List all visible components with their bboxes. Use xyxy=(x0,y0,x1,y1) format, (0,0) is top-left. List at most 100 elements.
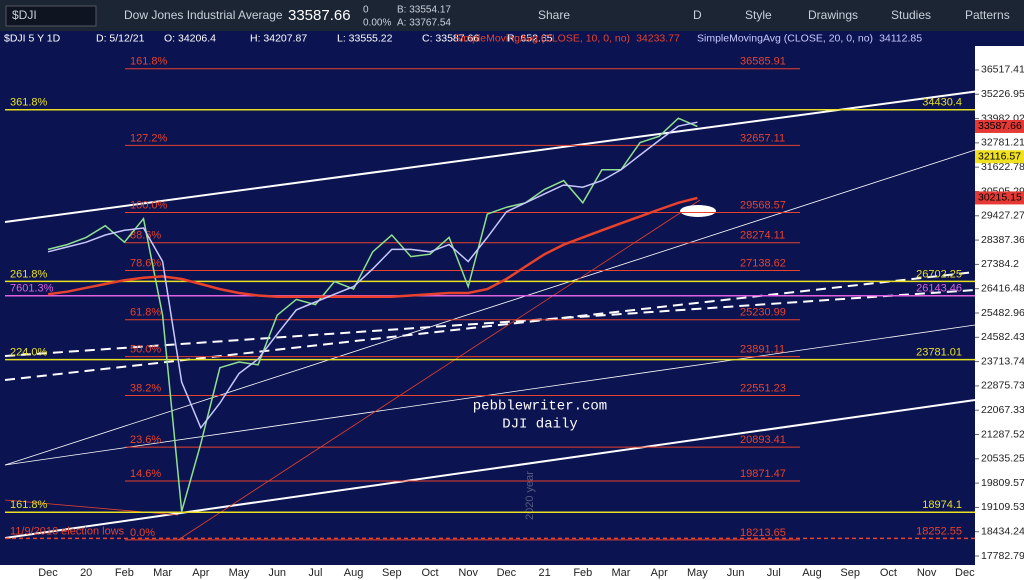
legend-entry: SimpleMovingAvg (CLOSE, 20, 0, no) xyxy=(697,32,873,44)
symbol-box[interactable] xyxy=(5,5,97,27)
trendline xyxy=(4,149,976,466)
info-item: H: 34207.87 xyxy=(250,32,307,44)
x-tick-label: May xyxy=(229,567,250,579)
x-tick-label: Apr xyxy=(192,567,209,579)
x-tick-label: Aug xyxy=(802,567,822,579)
legend-value: 34233.77 xyxy=(636,32,680,44)
x-tick-label: Jul xyxy=(767,567,781,579)
symbol[interactable]: $DJI xyxy=(12,8,37,22)
x-tick-label: Oct xyxy=(421,567,438,579)
x-tick-label: Mar xyxy=(612,567,631,579)
x-tick-label: Oct xyxy=(880,567,897,579)
x-tick-label: Sep xyxy=(382,567,402,579)
x-tick-label: Feb xyxy=(115,567,134,579)
x-tick-label: Nov xyxy=(917,567,937,579)
change-pct: 0.00% xyxy=(363,18,391,29)
y-tick-label: 19809.57 xyxy=(981,477,1024,489)
legend-value: 34112.85 xyxy=(879,32,922,44)
x-axis-bg xyxy=(0,565,1024,580)
x-tick-label: Dec xyxy=(955,567,975,579)
fib-value: 19871.47 xyxy=(740,468,786,480)
fib-value: 25230.99 xyxy=(740,307,786,319)
key-level-label: 261.8% xyxy=(10,268,48,280)
y-tick-label: 19109.53 xyxy=(981,501,1024,513)
x-tick-label: Jul xyxy=(308,567,322,579)
info-item: R: 652.65 xyxy=(507,32,553,44)
fib-value: 20893.41 xyxy=(740,434,786,446)
price-tag xyxy=(975,119,1024,133)
share-button[interactable]: Share xyxy=(538,8,570,22)
period-button[interactable]: D xyxy=(693,8,702,22)
trendline xyxy=(4,324,976,466)
price-tag xyxy=(975,191,1024,205)
instrument-name: Dow Jones Industrial Average xyxy=(124,8,283,22)
key-level-value: 26143.46 xyxy=(916,283,962,295)
series-line xyxy=(47,121,698,430)
x-tick-label: Sep xyxy=(840,567,860,579)
style-button[interactable]: Style xyxy=(745,8,772,22)
key-level-value: 18974.1 xyxy=(922,499,962,511)
price-tag xyxy=(975,150,1024,164)
fib-pct: 14.6% xyxy=(130,468,161,480)
fib-pct: 127.2% xyxy=(130,132,168,144)
y-tick-label: 28387.36 xyxy=(981,234,1024,246)
price-tag-label: 30215.15 xyxy=(978,192,1022,204)
y-tick-label: 29427.27 xyxy=(981,210,1024,222)
drawings-button[interactable]: Drawings xyxy=(808,8,858,22)
watermark: DJI daily xyxy=(502,417,578,433)
year-marker: 2020 year xyxy=(524,471,536,520)
y-tick-label: 25482.96 xyxy=(981,307,1024,319)
key-level-value: 34430.4 xyxy=(922,97,962,109)
x-tick-label: Dec xyxy=(38,567,58,579)
patterns-button[interactable]: Patterns xyxy=(965,8,1010,22)
price-tag-label: 33587.66 xyxy=(978,120,1022,132)
fib-value: 28274.11 xyxy=(740,230,785,242)
y-tick-label: 21287.52 xyxy=(981,428,1024,440)
fib-pct: 61.8% xyxy=(130,307,161,319)
y-tick-label: 18434.24 xyxy=(981,525,1024,537)
key-level-label: 224.0% xyxy=(10,347,48,359)
fib-pct: 50.0% xyxy=(130,343,161,355)
x-tick-label: Feb xyxy=(573,567,592,579)
info-item: D: 5/12/21 xyxy=(96,32,145,44)
key-level-label: 11/9/2016 election lows xyxy=(10,525,125,537)
key-level-value: 26702.25 xyxy=(916,268,962,280)
info-item: L: 33555.22 xyxy=(337,32,393,44)
fib-value: 36585.91 xyxy=(740,56,786,68)
info-item: $DJI 5 Y 1D xyxy=(4,32,61,44)
series-line xyxy=(47,117,698,512)
y-tick-label: 22067.33 xyxy=(981,404,1024,416)
trendline xyxy=(4,289,976,357)
fib-value: 29568.57 xyxy=(740,199,786,211)
fib-pct: 38.2% xyxy=(130,382,161,394)
key-level-label: 361.8% xyxy=(10,97,48,109)
x-tick-label: Apr xyxy=(651,567,668,579)
price-tag-label: 32116.57 xyxy=(978,150,1021,162)
x-tick-label: Mar xyxy=(153,567,172,579)
watermark: pebblewriter.com xyxy=(473,399,607,415)
fib-pct: 23.6% xyxy=(130,434,161,446)
y-tick-label: 22875.73 xyxy=(981,380,1024,392)
trendline xyxy=(4,84,1024,223)
last-price: 33587.66 xyxy=(288,7,351,24)
legend-entry: SimpleMovingAvg (CLOSE, 10, 0, no) xyxy=(454,32,630,44)
info-item: C: 33587.66 xyxy=(422,32,479,44)
trendline xyxy=(177,199,701,541)
fib-value: 23891.11 xyxy=(740,343,785,355)
fib-pct: 78.6% xyxy=(130,257,161,269)
fib-pct: 161.8% xyxy=(130,56,168,68)
fib-pct: 88.6% xyxy=(130,230,161,242)
studies-button[interactable]: Studies xyxy=(891,8,931,22)
y-tick-label: 23713.74 xyxy=(981,355,1024,367)
y-tick-label: 17782.79 xyxy=(981,550,1024,562)
y-tick-label: 32781.21 xyxy=(981,137,1024,149)
trendline xyxy=(4,399,976,539)
x-tick-label: May xyxy=(687,567,708,579)
x-tick-label: Aug xyxy=(344,567,364,579)
y-tick-label: 27384.2 xyxy=(981,258,1019,270)
key-level-label: 161.8% xyxy=(10,499,48,511)
y-tick-label: 31622.78 xyxy=(981,161,1024,173)
